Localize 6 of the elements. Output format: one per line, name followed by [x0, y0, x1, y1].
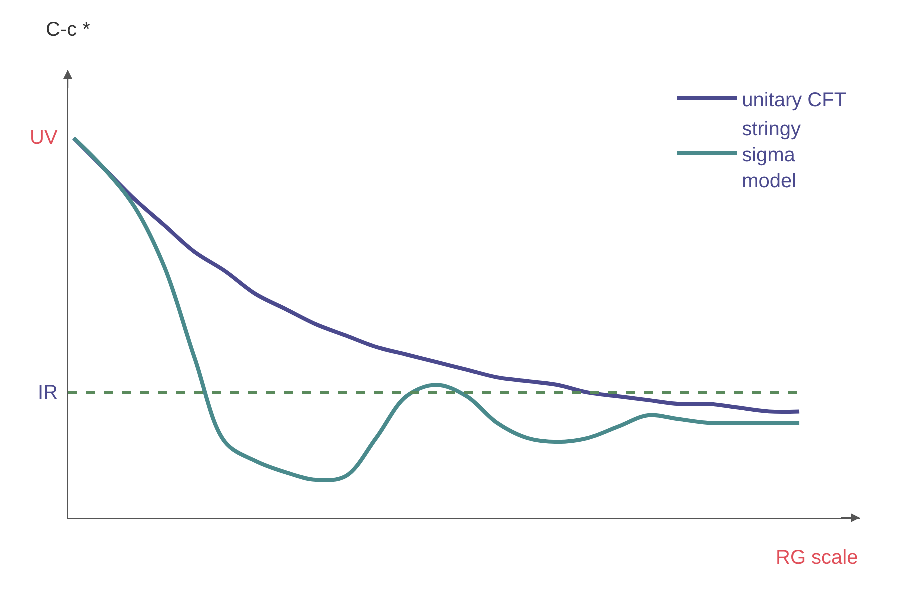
legend-label: stringy sigma model [742, 118, 801, 192]
y-axis-title: C-c * [46, 19, 91, 41]
ref-line-label: IR [38, 382, 58, 404]
legend-label: unitary CFT [742, 89, 847, 112]
x-axis-title: RG scale [776, 547, 858, 569]
text: UV [30, 127, 58, 149]
